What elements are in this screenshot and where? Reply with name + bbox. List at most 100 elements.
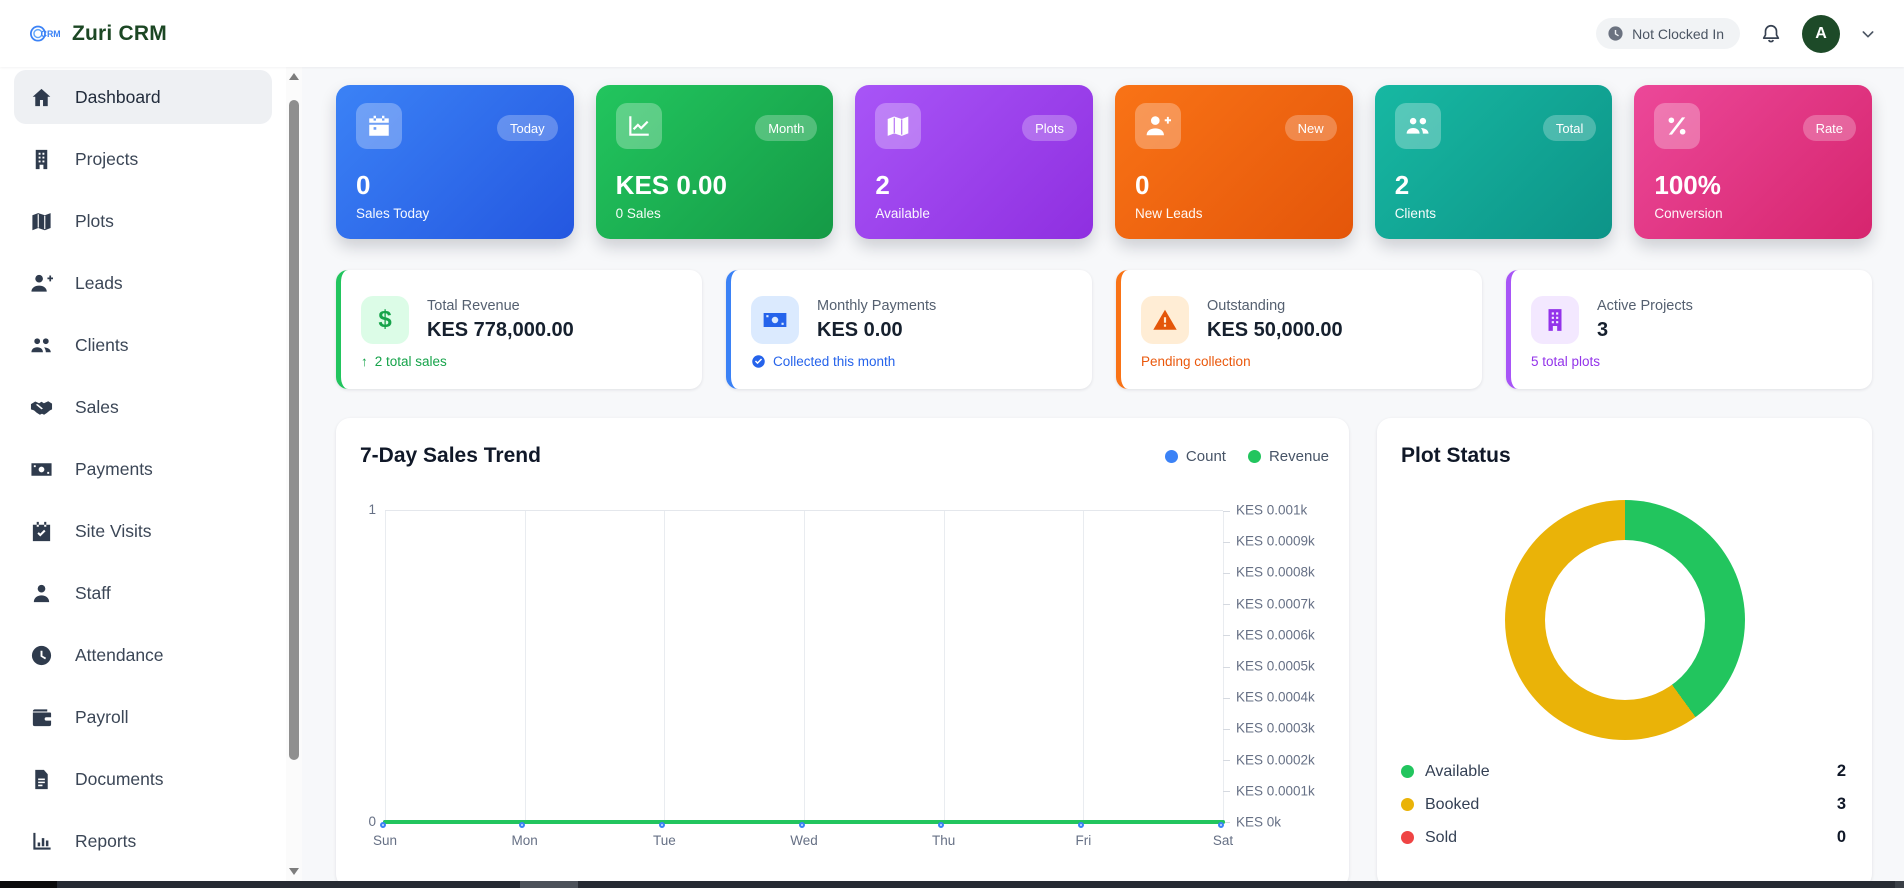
data-point: [1077, 821, 1084, 828]
sidebar-item-sales[interactable]: Sales: [14, 380, 272, 434]
legend-item-count: Count: [1164, 448, 1226, 465]
avatar[interactable]: A: [1802, 14, 1840, 53]
axis-tick: [1223, 822, 1230, 823]
scroll-down-arrow-icon[interactable]: [289, 868, 299, 875]
sidebar-item-label: Payments: [75, 458, 153, 479]
y-axis-label: KES 0.0008k: [1236, 564, 1315, 580]
sales-trend-chart-card: 7-Day Sales Trend Count Revenue 1 0 KES …: [336, 418, 1349, 888]
y-axis-label: KES 0.0002k: [1236, 752, 1315, 768]
legend-dot-icon: [1247, 450, 1261, 463]
stat-badge: Total: [1542, 115, 1597, 141]
y-axis-label: KES 0.0007k: [1236, 596, 1315, 612]
arrow-up-icon: ↑: [361, 354, 368, 369]
data-point: [519, 821, 526, 828]
horizontal-scrollbar[interactable]: [0, 881, 1904, 888]
axis-tick: [1223, 573, 1230, 575]
summary-card-active-projects: Active Projects 3 5 total plots: [1506, 270, 1872, 389]
axis-tick: [1223, 635, 1230, 637]
banknote-icon: [30, 458, 53, 481]
y-axis-label: KES 0.0009k: [1236, 533, 1315, 549]
gridline: [664, 511, 666, 822]
summary-value: KES 0.00: [817, 319, 903, 341]
line-chart-icon: [615, 103, 662, 149]
sidebar-item-label: Staff: [75, 582, 111, 603]
stat-badge: Rate: [1802, 115, 1857, 141]
sidebar-item-label: Plots: [75, 210, 114, 231]
clock-status-pill[interactable]: Not Clocked In: [1596, 18, 1740, 49]
legend-dot-icon: [1401, 798, 1414, 811]
sidebar-item-payments[interactable]: Payments: [14, 442, 272, 496]
legend-dot-icon: [1401, 831, 1414, 844]
building-icon: [1531, 296, 1579, 344]
donut-legend-label: Available: [1425, 762, 1490, 780]
horizontal-scrollbar-thumb[interactable]: [520, 881, 578, 888]
summary-title: Active Projects: [1597, 298, 1693, 314]
horizontal-scrollbar-edge: [0, 881, 57, 888]
data-point: [798, 821, 805, 828]
sidebar-item-reports[interactable]: Reports: [14, 814, 272, 868]
x-axis-label: Sun: [372, 833, 398, 848]
gridline: [1083, 511, 1085, 822]
sidebar-item-projects[interactable]: Projects: [14, 132, 272, 186]
chevron-down-icon[interactable]: [1860, 26, 1876, 42]
donut-legend-row-available: Available 2: [1401, 758, 1846, 785]
percent-icon: [1654, 103, 1701, 149]
stat-label: Sales Today: [356, 206, 430, 221]
donut-chart-title: Plot Status: [1401, 444, 1511, 467]
y-axis-label: KES 0k: [1236, 814, 1282, 830]
summary-footer: ↑ 2 total sales: [361, 354, 447, 369]
stat-value: 2: [875, 170, 890, 200]
sidebar-item-attendance[interactable]: Attendance: [14, 628, 272, 682]
sidebar-item-label: Attendance: [75, 644, 164, 665]
sidebar-item-leads[interactable]: Leads: [14, 256, 272, 310]
legend-item-revenue: Revenue: [1247, 448, 1329, 465]
wallet-icon: [30, 706, 53, 729]
summary-title: Total Revenue: [427, 298, 520, 314]
sidebar-item-staff[interactable]: Staff: [14, 566, 272, 620]
stat-card-sales-today: Today 0 Sales Today: [336, 85, 574, 239]
document-icon: [30, 768, 53, 791]
chart-title: 7-Day Sales Trend: [360, 444, 541, 467]
sidebar-item-label: Dashboard: [75, 86, 161, 107]
sidebar-item-clients[interactable]: Clients: [14, 318, 272, 372]
check-circle-icon: [752, 355, 765, 368]
sidebar-item-payroll[interactable]: Payroll: [14, 690, 272, 744]
donut-legend-value: 3: [1836, 795, 1846, 813]
donut-legend: Available 2 Booked 3 Sold 0: [1401, 758, 1846, 857]
sidebar-scrollbar[interactable]: [286, 67, 302, 881]
users-icon: [1394, 103, 1441, 149]
stat-label: Available: [875, 206, 930, 221]
gridline: [524, 511, 526, 822]
donut-legend-value: 0: [1836, 828, 1846, 846]
stat-card-new-leads: New 0 New Leads: [1115, 85, 1353, 239]
main-content: Today 0 Sales Today Month KES 0.00 0 Sal…: [302, 67, 1904, 888]
donut-legend-row-sold: Sold 0: [1401, 824, 1846, 851]
x-axis-label: Wed: [790, 833, 818, 848]
home-icon: [30, 86, 53, 109]
data-point: [379, 821, 386, 828]
user-plus-icon: [1135, 103, 1182, 149]
scroll-up-arrow-icon[interactable]: [289, 73, 299, 80]
sidebar-item-plots[interactable]: Plots: [14, 194, 272, 248]
summary-value: KES 778,000.00: [427, 319, 574, 341]
banknote-icon: [751, 296, 799, 344]
stat-badge: Today: [496, 115, 558, 141]
sidebar-item-site-visits[interactable]: Site Visits: [14, 504, 272, 558]
donut-legend-row-booked: Booked 3: [1401, 791, 1846, 818]
gridline: [385, 511, 386, 822]
handshake-icon: [30, 396, 53, 419]
scrollbar-thumb[interactable]: [289, 100, 299, 760]
y-axis-label: KES 0.0006k: [1236, 627, 1315, 643]
bell-icon[interactable]: [1760, 23, 1782, 45]
svg-text:CRM: CRM: [41, 29, 60, 39]
summary-card-outstanding: Outstanding KES 50,000.00 Pending collec…: [1116, 270, 1482, 389]
donut-hole: [1545, 540, 1705, 700]
donut-legend-label: Sold: [1425, 828, 1458, 846]
sidebar-item-documents[interactable]: Documents: [14, 752, 272, 806]
stat-badge: New: [1284, 115, 1337, 141]
sidebar-item-label: Projects: [75, 148, 139, 169]
sidebar-item-dashboard[interactable]: Dashboard: [14, 70, 272, 124]
brand: CRM Zuri CRM: [0, 22, 167, 46]
legend-label: Revenue: [1268, 448, 1329, 465]
x-axis-label: Mon: [511, 833, 538, 848]
